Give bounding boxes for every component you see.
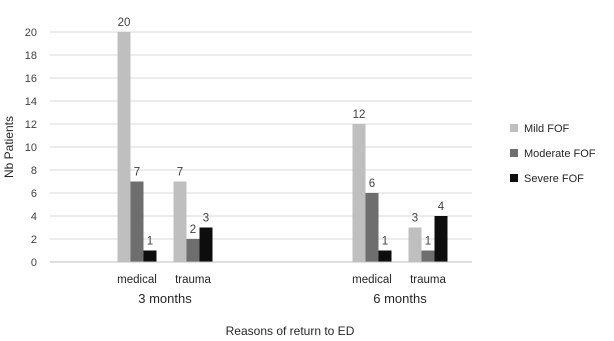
- bar-severe-fof-3-months-trauma: [199, 227, 213, 262]
- bar-moderate-fof-6-months-medical: [365, 193, 379, 262]
- data-label: 12: [353, 109, 366, 121]
- bar-moderate-fof-3-months-medical: [130, 181, 144, 262]
- data-label: 1: [425, 236, 431, 248]
- bar-mild-fof-6-months-medical: [352, 124, 366, 262]
- x-axis-categories: medical trauma 3 months medical trauma 6 mont…: [117, 274, 446, 306]
- bars: [117, 32, 448, 262]
- y-tick-label: 6: [31, 188, 37, 200]
- bar-moderate-fof-6-months-trauma: [421, 250, 435, 262]
- data-label: 1: [147, 236, 153, 248]
- legend-swatch: [510, 149, 518, 157]
- x-group-label: 6 months: [373, 291, 427, 306]
- bar-severe-fof-6-months-medical: [378, 250, 392, 262]
- gridlines: [50, 31, 472, 240]
- legend-label: Moderate FOF: [524, 148, 596, 160]
- legend-swatch: [510, 174, 518, 182]
- data-label: 3: [412, 213, 418, 225]
- data-label: 3: [203, 213, 209, 225]
- legend-label: Mild FOF: [524, 123, 570, 135]
- bar-mild-fof-6-months-trauma: [408, 227, 422, 262]
- y-tick-label: 18: [25, 50, 37, 62]
- x-axis-title: Reasons of return to ED: [226, 324, 355, 338]
- data-label: 7: [134, 167, 140, 179]
- bar-mild-fof-3-months-trauma: [173, 181, 187, 262]
- legend: Mild FOF Moderate FOF Severe FOF: [510, 123, 596, 185]
- x-category-label: medical: [117, 274, 157, 286]
- x-category-label: trauma: [175, 274, 211, 286]
- data-label: 7: [177, 167, 183, 179]
- data-label: 6: [369, 178, 375, 190]
- x-category-label: medical: [352, 274, 392, 286]
- bar-severe-fof-6-months-trauma: [434, 216, 448, 262]
- legend-label: Severe FOF: [524, 173, 584, 185]
- y-tick-label: 14: [25, 96, 37, 108]
- data-label: 1: [382, 236, 388, 248]
- data-label: 4: [438, 201, 445, 213]
- x-group-label: 3 months: [138, 291, 192, 306]
- y-tick-label: 0: [31, 257, 37, 269]
- y-tick-label: 8: [31, 165, 37, 177]
- y-tick-label: 12: [25, 119, 37, 131]
- y-axis-ticks: 0 2 4 6 8 10 12 14 16 18 20: [25, 27, 37, 269]
- data-label: 20: [118, 17, 131, 29]
- y-tick-label: 16: [25, 73, 37, 85]
- bar-mild-fof-3-months-medical: [117, 32, 131, 262]
- y-tick-label: 2: [31, 234, 37, 246]
- y-tick-label: 4: [31, 211, 37, 223]
- y-tick-label: 10: [25, 142, 37, 154]
- y-axis-title: Nb Patients: [2, 116, 16, 178]
- legend-swatch: [510, 124, 518, 132]
- x-category-label: trauma: [410, 274, 446, 286]
- bar-severe-fof-3-months-medical: [143, 250, 157, 262]
- data-label: 2: [190, 224, 196, 236]
- bar-moderate-fof-3-months-trauma: [186, 239, 200, 262]
- y-tick-label: 20: [25, 27, 37, 39]
